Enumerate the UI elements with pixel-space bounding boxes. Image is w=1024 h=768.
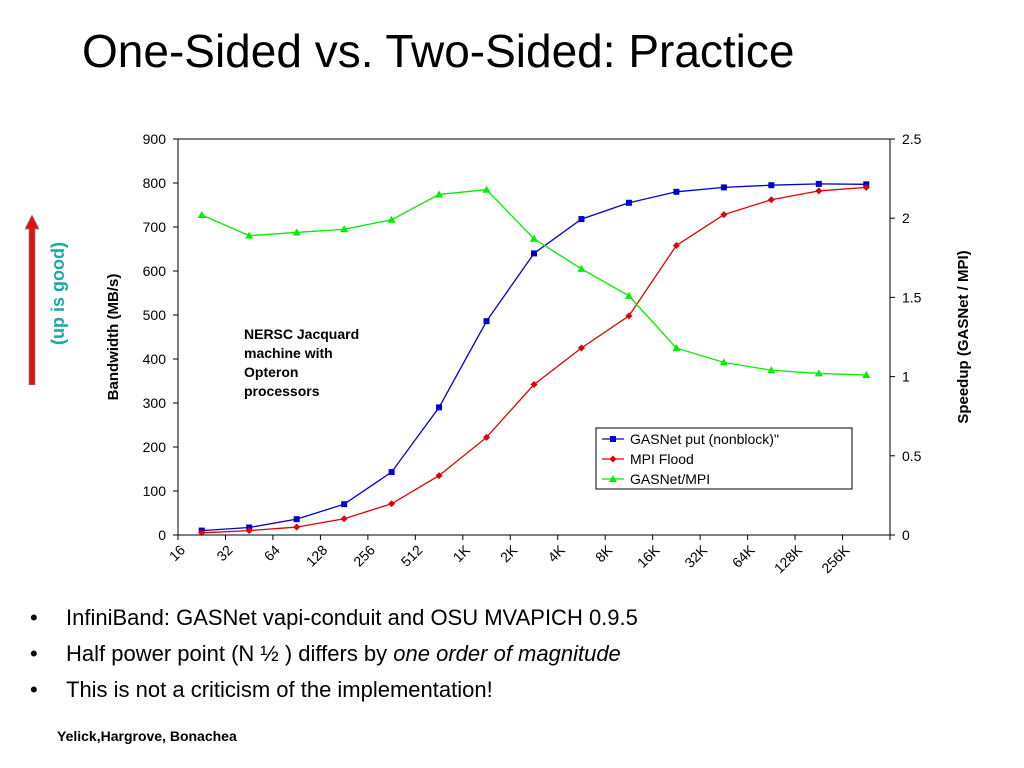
x-tick-label: 64K: [729, 541, 758, 570]
y-tick-label: 300: [143, 395, 167, 411]
y-tick-label: 800: [143, 175, 167, 191]
series-2-point: [340, 515, 348, 523]
series-3-point: [482, 185, 491, 193]
series-1-point: [483, 318, 490, 325]
series-1-point: [436, 404, 443, 411]
y2-axis-label: Speedup (GASNet / MPI): [955, 250, 972, 423]
y-tick-label: 400: [143, 351, 167, 367]
legend-label: MPI Flood: [630, 451, 694, 467]
x-tick-label: 2K: [497, 541, 521, 565]
bullet-item: Half power point (N ½ ) differs by one o…: [30, 636, 638, 672]
series-2-point: [720, 211, 728, 219]
legend-label: GASNet/MPI: [630, 471, 710, 487]
x-tick-label: 256K: [818, 541, 853, 576]
series-2-point: [672, 241, 680, 249]
series-1-point: [341, 501, 348, 508]
x-tick-label: 128: [303, 542, 331, 570]
bullet-item: InfiniBand: GASNet vapi-conduit and OSU …: [30, 600, 638, 636]
series-3-point: [435, 190, 444, 198]
annotation-text: Opteron: [244, 364, 298, 380]
series-3-point: [245, 231, 254, 239]
x-tick-label: 16: [166, 542, 188, 564]
y2-tick-label: 1.5: [902, 289, 922, 305]
x-tick-label: 16K: [634, 541, 663, 570]
y-tick-label: 0: [158, 527, 166, 543]
series-2-point: [435, 472, 443, 480]
y2-tick-label: 0: [902, 527, 910, 543]
annotation-text: machine with: [244, 345, 333, 361]
up-arrow-icon: [25, 215, 39, 385]
credit-text: Yelick,Hargrove, Bonachea: [57, 728, 237, 744]
y-tick-label: 900: [143, 131, 167, 147]
series-2-point: [388, 500, 396, 508]
bandwidth-chart: 0 100 200 300 400 500 600 700 800 900 0 0.5 1 1.5 2 2.5…: [105, 131, 972, 576]
series-3-point: [197, 211, 206, 219]
y2-tick-label: 2.5: [902, 131, 922, 147]
annotation-text: NERSC Jacquard: [244, 326, 359, 342]
x-tick-label: 4K: [544, 541, 568, 565]
x-tick-label: 512: [398, 542, 426, 570]
series-3-point: [767, 366, 776, 374]
series-3-point: [814, 369, 823, 377]
series-2-point: [577, 344, 585, 352]
series-1-point: [768, 182, 775, 189]
series-1-point: [673, 188, 680, 195]
series-2-point: [245, 527, 253, 535]
series-1-point: [293, 516, 300, 523]
y2-tick-label: 1: [902, 369, 910, 385]
series-1-point: [578, 216, 585, 223]
series-1-point: [720, 184, 727, 191]
series-3-point: [672, 344, 681, 352]
x-tick-label: 32K: [681, 541, 710, 570]
series-2-point: [293, 523, 301, 531]
bullet-list: InfiniBand: GASNet vapi-conduit and OSU …: [30, 600, 638, 708]
series-1-point: [815, 180, 822, 187]
y-tick-label: 200: [143, 439, 167, 455]
series-2-point: [815, 187, 823, 195]
slide-title: One-Sided vs. Two-Sided: Practice: [82, 25, 795, 77]
x-tick-label: 64: [261, 542, 283, 564]
y-tick-label: 700: [143, 219, 167, 235]
y-tick-label: 500: [143, 307, 167, 323]
x-tick-label: 8K: [592, 541, 616, 565]
series-2-point: [862, 183, 870, 191]
legend-swatch-marker: [609, 475, 617, 482]
series-1-point: [531, 250, 537, 257]
series-2-point: [198, 529, 206, 537]
legend-swatch-marker: [610, 436, 616, 442]
series-2-point: [483, 433, 491, 441]
y2-tick-label: 2: [902, 210, 910, 226]
series-3-point: [387, 215, 396, 223]
y2-tick-label: 0.5: [902, 448, 922, 464]
bullet-item: This is not a criticism of the implement…: [30, 672, 638, 708]
series-3-point: [719, 358, 728, 366]
series-3-point: [862, 371, 871, 379]
series-2-point: [625, 312, 633, 320]
y-axis-label: Bandwidth (MB/s): [105, 274, 122, 401]
y-tick-label: 600: [143, 263, 167, 279]
x-tick-label: 128K: [771, 541, 806, 576]
series-3-point: [292, 228, 301, 236]
x-tick-label: 32: [213, 542, 235, 564]
legend-label: GASNet put (nonblock)": [630, 431, 779, 447]
plot-area: [177, 138, 891, 536]
series-1-point: [388, 469, 395, 476]
legend-box: [595, 427, 853, 490]
series-3-point: [577, 264, 586, 272]
series-3-point: [624, 291, 633, 299]
legend-swatch-marker: [609, 455, 617, 463]
series-2-point: [530, 381, 538, 389]
annotation-text: processors: [244, 383, 320, 399]
y-tick-label: 100: [143, 483, 167, 499]
series-3-point: [530, 234, 538, 242]
series-2-point: [767, 196, 775, 204]
series-1-point: [625, 199, 632, 206]
x-tick-label: 256: [350, 542, 378, 570]
x-tick-label: 1K: [449, 541, 473, 565]
series-3-point: [340, 225, 349, 233]
